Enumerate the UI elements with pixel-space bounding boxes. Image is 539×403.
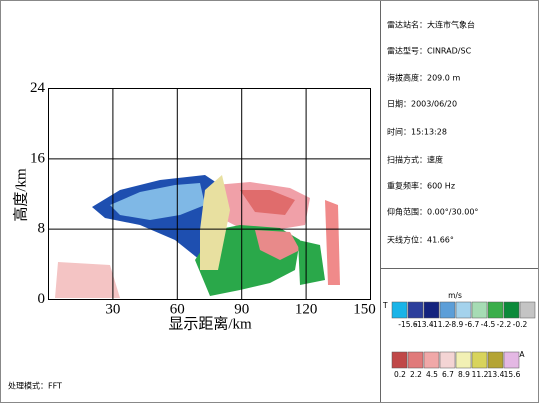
legend-label: -6.7 [465,320,480,329]
legend-label: 4.5 [426,370,438,379]
legend-swatch [408,352,423,368]
legend-swatch [456,302,471,318]
legend-label: -11.2 [430,320,450,329]
legend-label: 15.6 [504,370,521,379]
y-tick-label: 16 [30,150,46,166]
legend-swatch [424,302,439,318]
info-field: 雷达站名：大连市气象台 [387,20,475,30]
legend-label: 2.2 [410,370,422,379]
legend-label: -2.2 [497,320,512,329]
axis-end-mark: T [382,301,388,310]
echo [55,262,120,298]
legend-label: 0.2 [394,370,406,379]
info-field: 重复频率：600 Hz [387,181,455,191]
legend-unit: m/s [448,291,462,300]
footer: 处理模式：FFT [8,381,62,391]
legend-swatch [392,302,407,318]
info-field: 日期：2003/06/20 [387,100,457,109]
legend-swatch [440,302,455,318]
legend-label: 6.7 [442,370,454,379]
legend-swatch [488,352,503,368]
legend-swatch [504,302,519,318]
x-axis-label: 显示距离/km [168,315,252,332]
legend-swatch [408,302,423,318]
legend-label: 13.4 [488,370,505,379]
legend-label: -8.9 [449,320,464,329]
info-field: 雷达型号：CINRAD/SC [387,46,472,56]
legend-swatch [440,352,455,368]
legend-swatch [392,352,407,368]
x-tick-label: 60 [170,301,185,317]
radar-display: 显示距离/km 高度/km T m/s A 处理模式：FFT 30 60 90 120… [0,0,539,403]
y-tick-label: 0 [38,291,46,307]
x-tick-label: 150 [353,301,376,317]
legend-label: 8.9 [458,370,470,379]
info-field: 海拔高度：209.0 m [387,73,460,83]
x-tick-label: 90 [234,301,249,317]
legend-swatch [472,352,487,368]
x-tick-label: 30 [105,301,120,317]
legend-swatch [472,302,487,318]
info-field: 时间：15:13:28 [387,127,447,137]
legend-swatch [456,352,471,368]
y-tick-label: 8 [38,221,46,237]
info-field: 仰角范围：0.00°/30.00° [387,207,478,217]
legend-unit: A [519,350,525,359]
info-field: 扫描方式：速度 [387,155,443,165]
y-axis-label: 高度/km [12,168,29,222]
info-field: 天线方位：41.66° [387,235,454,245]
legend-swatch [520,302,535,318]
legend-label: -0.2 [513,320,528,329]
legend-swatch [488,302,503,318]
x-tick-label: 120 [295,301,318,317]
legend-swatch [424,352,439,368]
legend-swatch [504,352,519,368]
legend-label: 11.2 [472,370,489,379]
y-tick-label: 24 [30,80,46,96]
legend-label: -4.5 [481,320,496,329]
